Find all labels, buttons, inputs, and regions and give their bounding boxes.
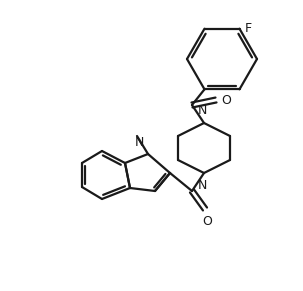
- Text: O: O: [202, 215, 212, 228]
- Text: N: N: [135, 136, 144, 149]
- Text: F: F: [245, 22, 251, 35]
- Text: O: O: [221, 93, 231, 107]
- Text: N: N: [197, 104, 207, 117]
- Text: N: N: [197, 179, 207, 192]
